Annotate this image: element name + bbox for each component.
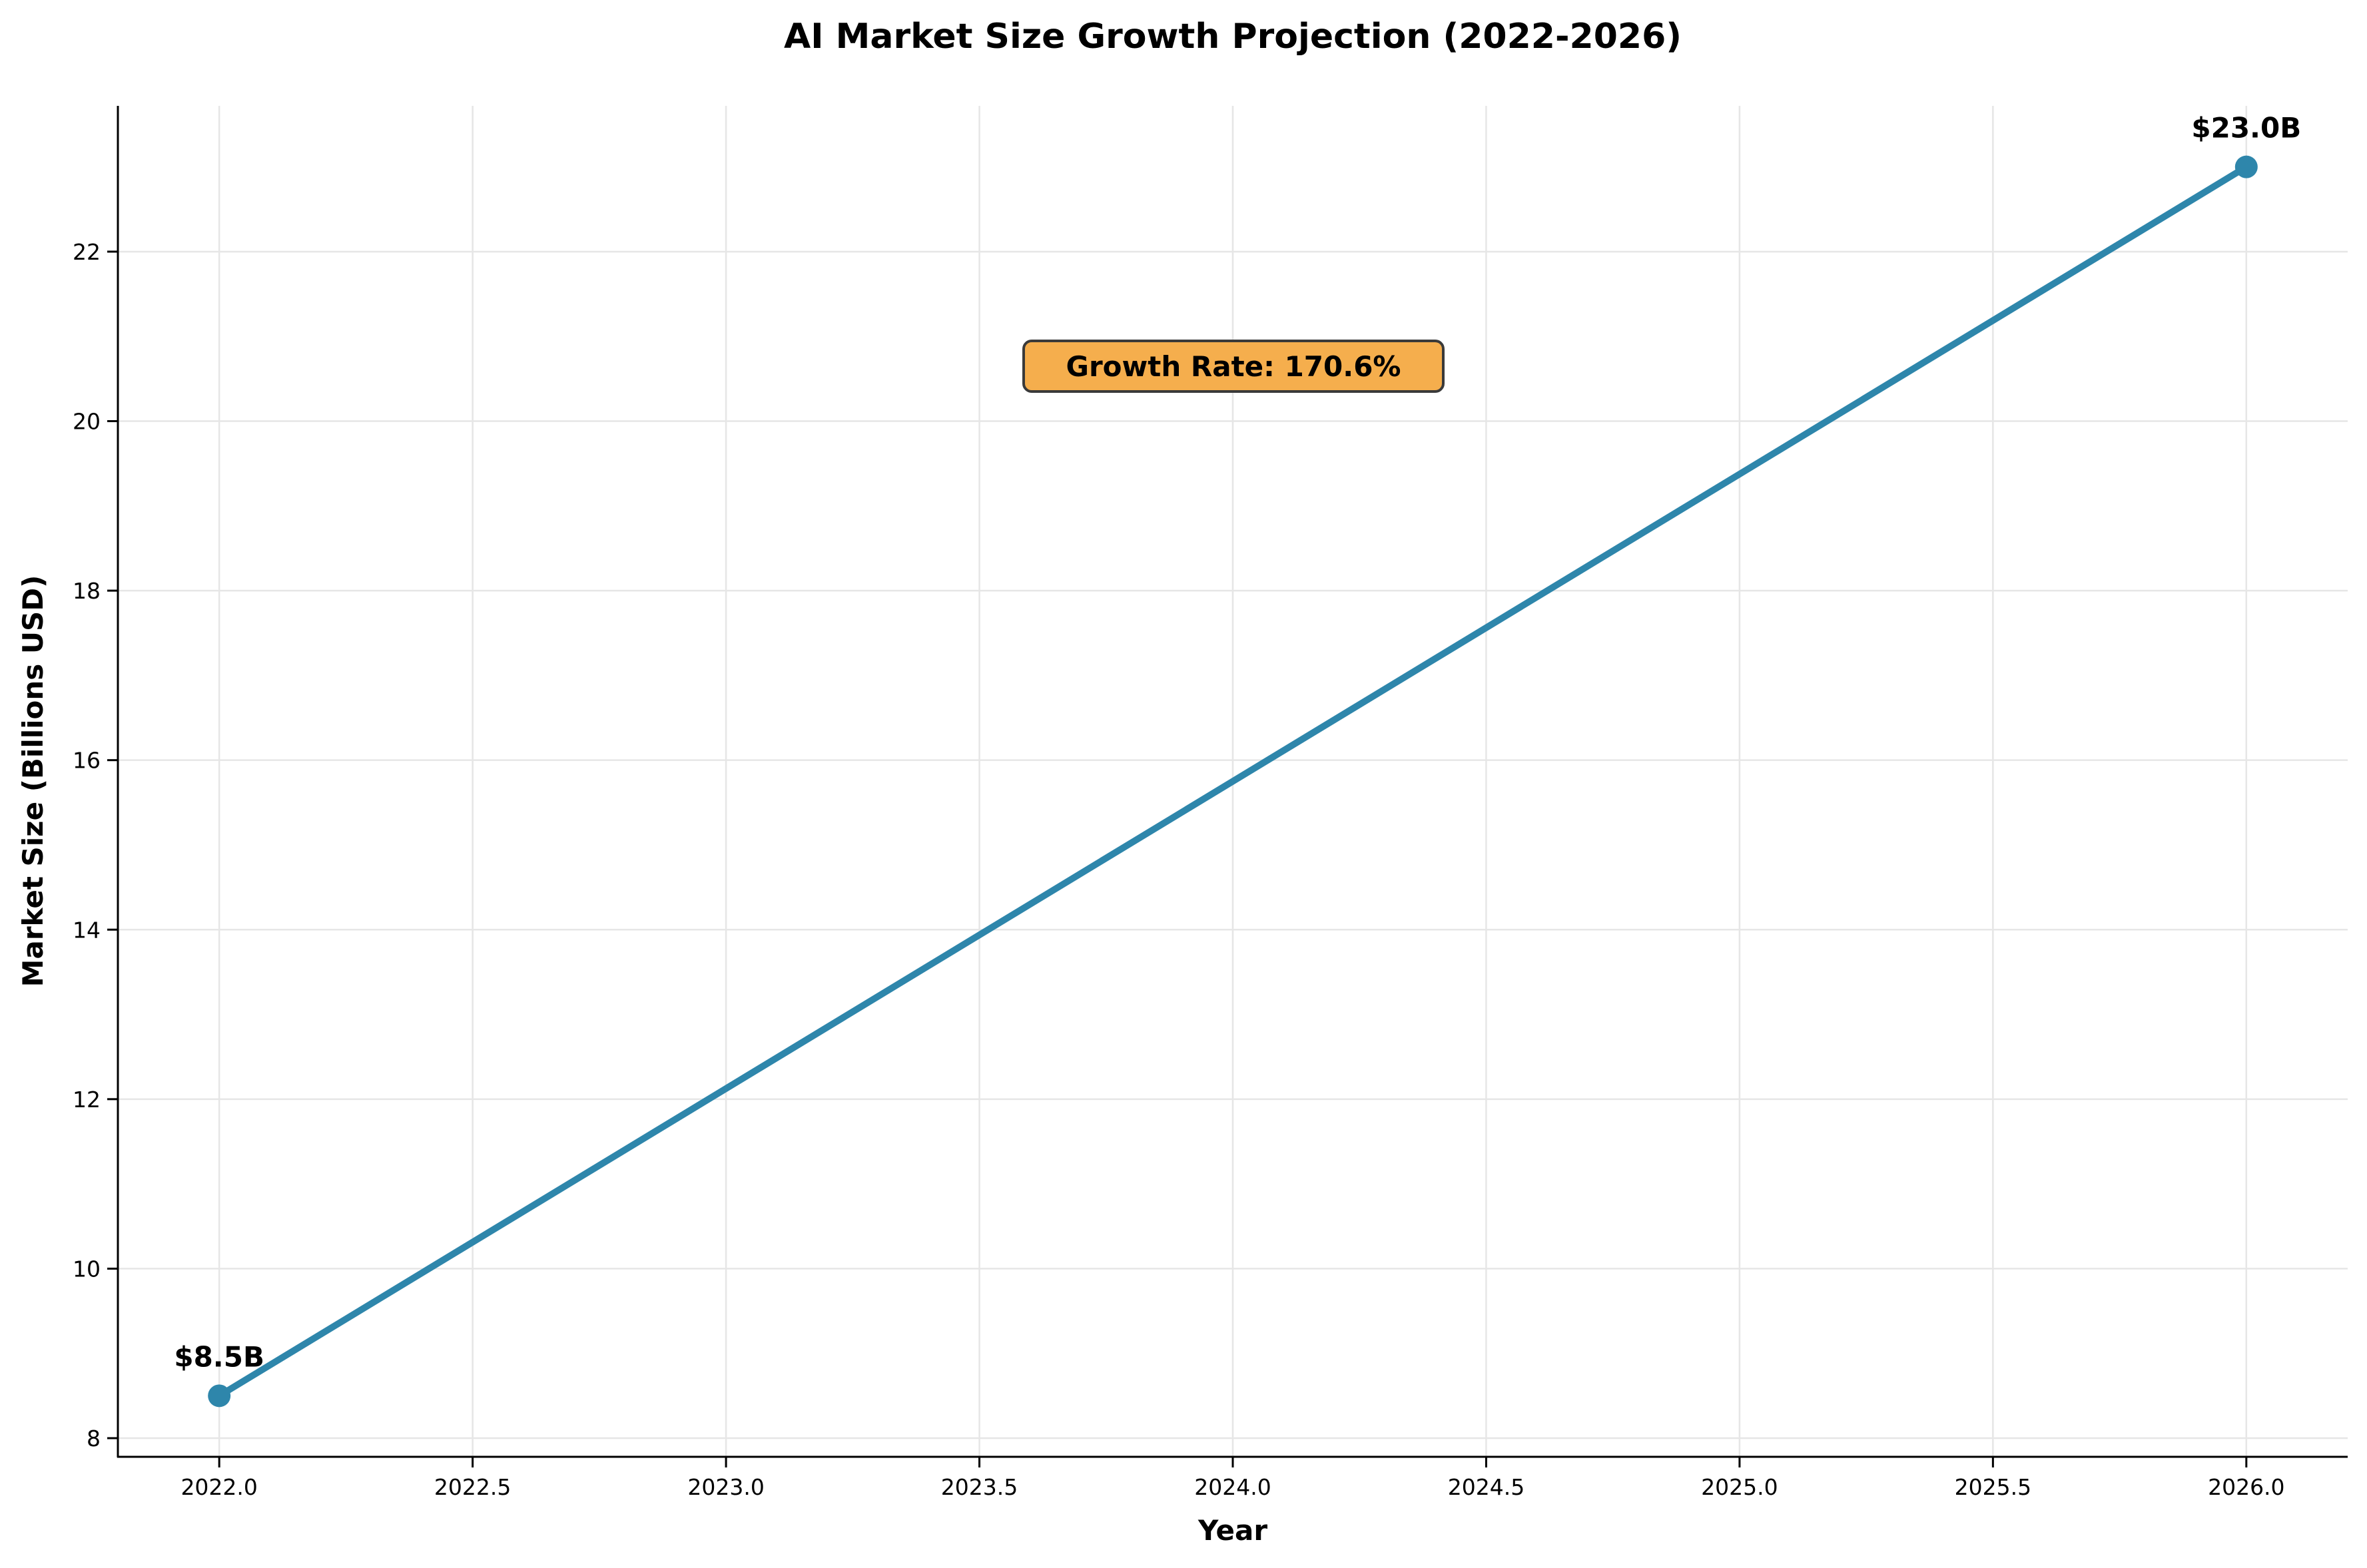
y-axis-label: Market Size (Billions USD) (17, 575, 49, 987)
x-tick-label: 2025.5 (1955, 1474, 2031, 1500)
growth-rate-annotation: Growth Rate: 170.6% (1022, 340, 1445, 393)
y-tick-label: 12 (73, 1087, 101, 1113)
x-tick-label: 2026.0 (2208, 1474, 2284, 1500)
data-point (2234, 155, 2258, 178)
chart-title: AI Market Size Growth Projection (2022-2… (784, 17, 1682, 57)
y-tick-label: 20 (73, 409, 101, 435)
x-tick-label: 2023.5 (941, 1474, 1018, 1500)
data-point (208, 1384, 231, 1408)
x-tick-label: 2023.0 (687, 1474, 764, 1500)
y-tick-label: 8 (87, 1426, 101, 1451)
data-labels: $8.5B $23.0B (174, 112, 2301, 1374)
x-tick-label: 2022.5 (434, 1474, 511, 1500)
growth-rate-text: Growth Rate: 170.6% (1066, 350, 1401, 383)
x-axis-label: Year (1197, 1514, 1267, 1547)
y-tick-label: 10 (73, 1256, 101, 1282)
x-tick-label: 2024.5 (1448, 1474, 1524, 1500)
y-tick-label: 16 (73, 748, 101, 774)
data-label: $8.5B (174, 1340, 264, 1373)
series-line-group (208, 155, 2258, 1408)
x-ticks: 2022.0 2022.5 2023.0 2023.5 2024.0 2024.5 2025… (180, 1457, 2285, 1500)
x-tick-label: 2022.0 (180, 1474, 257, 1500)
x-tick-label: 2024.0 (1194, 1474, 1271, 1500)
y-tick-label: 18 (73, 578, 101, 604)
data-label: $23.0B (2191, 112, 2301, 144)
y-tick-label: 14 (73, 917, 101, 943)
series-line (217, 164, 2248, 1399)
y-ticks: 8 10 12 14 16 18 20 22 (73, 239, 118, 1451)
y-tick-label: 22 (73, 239, 101, 265)
x-tick-label: 2025.0 (1701, 1474, 1778, 1500)
grid (118, 106, 2348, 1457)
